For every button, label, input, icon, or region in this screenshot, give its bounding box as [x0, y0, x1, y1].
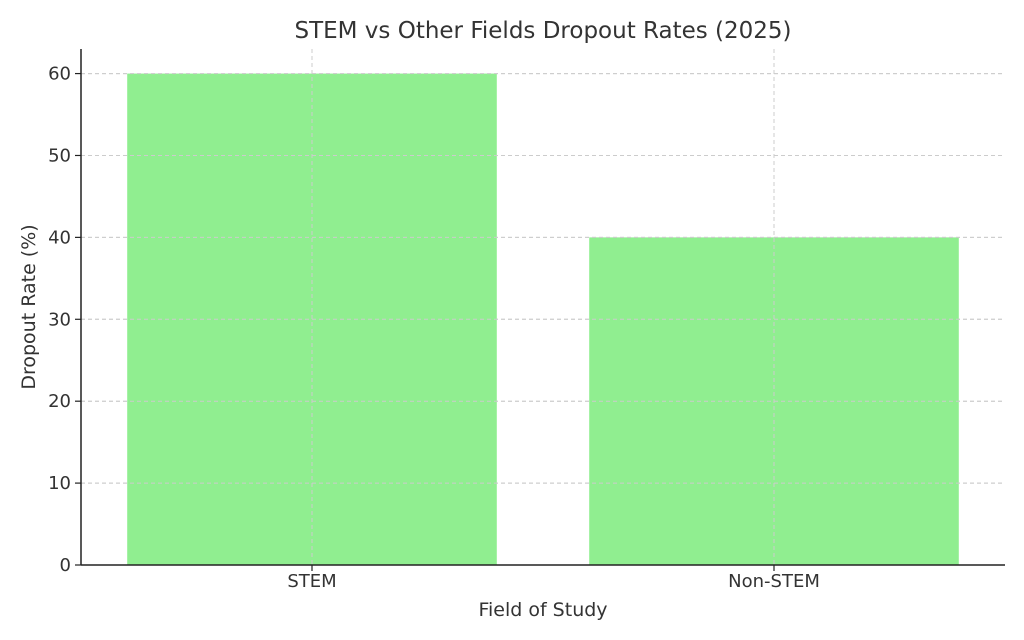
y-tick-label: 0 [60, 555, 71, 576]
axes [80, 49, 1005, 566]
y-axis-label: Dropout Rate (%) [18, 224, 40, 389]
x-tick-label: STEM [287, 571, 336, 592]
y-tick-label: 30 [48, 309, 71, 330]
x-axis-label: Field of Study [478, 599, 607, 621]
y-tick-label: 20 [48, 391, 71, 412]
chart-title: STEM vs Other Fields Dropout Rates (2025… [294, 18, 791, 44]
y-tick-label: 60 [48, 64, 71, 85]
bars [81, 49, 1005, 566]
y-tick-label: 40 [48, 227, 71, 248]
y-tick-label: 10 [48, 473, 71, 494]
ticks: 0 10 20 30 40 50 60 STEM Non-STEM [48, 64, 820, 592]
x-tick-label: Non-STEM [728, 571, 820, 592]
y-tick-label: 50 [48, 145, 71, 166]
